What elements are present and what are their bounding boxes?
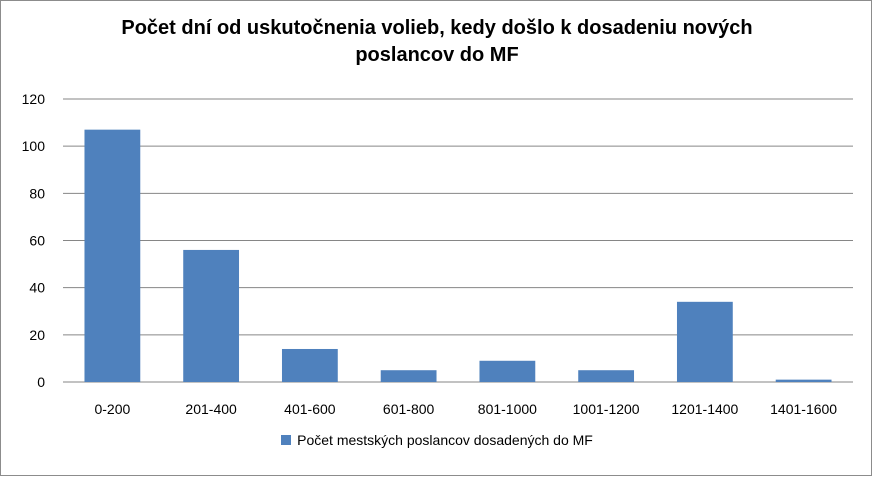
legend-swatch xyxy=(281,435,292,445)
y-tick-label: 60 xyxy=(29,233,45,249)
x-tick-label: 801-1000 xyxy=(478,401,537,417)
bar xyxy=(84,129,141,382)
y-tick-label: 80 xyxy=(29,185,45,201)
bar xyxy=(578,370,635,382)
bar xyxy=(281,348,338,382)
y-tick-label: 20 xyxy=(29,327,45,343)
legend-label: Počet mestských poslancov dosadených do … xyxy=(297,432,593,448)
x-tick-label: 1001-1200 xyxy=(573,401,640,417)
chart-title: Počet dní od uskutočnenia volieb, kedy d… xyxy=(121,17,753,66)
bar xyxy=(380,370,437,382)
y-tick-label: 0 xyxy=(37,374,45,390)
x-tick-label: 601-800 xyxy=(383,401,435,417)
y-tick-label: 40 xyxy=(29,280,45,296)
x-tick-label: 401-600 xyxy=(284,401,336,417)
legend: Počet mestských poslancov dosadených do … xyxy=(1,432,872,448)
y-tick-label: 100 xyxy=(22,138,46,154)
bar xyxy=(183,249,240,382)
x-tick-label: 0-200 xyxy=(94,401,130,417)
x-tick-label: 201-400 xyxy=(185,401,237,417)
y-tick-label: 120 xyxy=(22,91,46,107)
x-tick-label: 1201-1400 xyxy=(671,401,738,417)
bar xyxy=(775,379,832,382)
bar xyxy=(479,360,536,382)
bar xyxy=(676,301,733,382)
x-tick-label: 1401-1600 xyxy=(770,401,837,417)
